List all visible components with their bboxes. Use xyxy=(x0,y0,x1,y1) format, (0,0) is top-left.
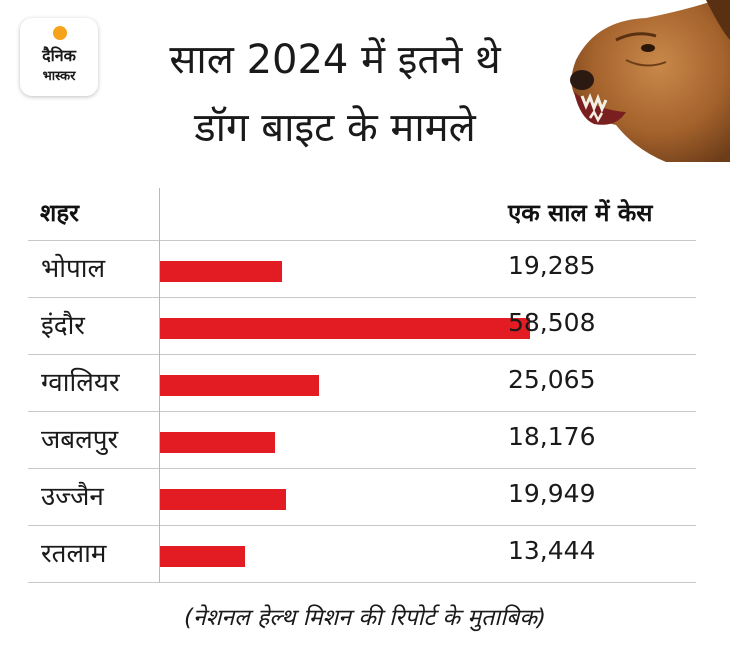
dog-photo xyxy=(556,0,730,162)
bar xyxy=(160,432,275,453)
logo-sun-icon xyxy=(53,26,67,40)
dog-illustration xyxy=(570,0,730,162)
city-label: उज्जैन xyxy=(41,482,104,512)
source-note: (नेशनल हेल्थ मिशन की रिपोर्ट के मुताबिक) xyxy=(184,605,546,631)
case-count: 25,065 xyxy=(508,365,596,394)
table-row: भोपाल 19,285 xyxy=(28,240,696,298)
table-row: जबलपुर 18,176 xyxy=(28,411,696,469)
title-line2: डॉग बाइट के मामले xyxy=(194,105,476,151)
logo-text-line2: भास्कर xyxy=(42,69,76,84)
bar xyxy=(160,489,286,510)
column-header-city: शहर xyxy=(40,199,79,227)
table-row: ग्वालियर 25,065 xyxy=(28,354,696,412)
bar xyxy=(160,261,282,282)
bar xyxy=(160,546,245,567)
city-label: रतलाम xyxy=(41,539,107,569)
case-count: 19,285 xyxy=(508,251,596,280)
dainik-bhaskar-logo: दैनिक भास्कर xyxy=(20,18,98,96)
title-line1: साल 2024 में इतने थे xyxy=(169,37,501,83)
city-label: इंदौर xyxy=(41,311,85,341)
column-header-cases: एक साल में केस xyxy=(508,199,653,227)
table-row: रतलाम 13,444 xyxy=(28,525,696,583)
logo-text-line1: दैनिक xyxy=(42,46,76,65)
city-label: ग्वालियर xyxy=(41,368,120,398)
case-count: 58,508 xyxy=(508,308,596,337)
case-count: 19,949 xyxy=(508,479,596,508)
table-row: इंदौर 58,508 xyxy=(28,297,696,355)
table-row: उज्जैन 19,949 xyxy=(28,468,696,526)
bar xyxy=(160,318,530,339)
city-label: जबलपुर xyxy=(41,425,119,455)
chart-axis-line xyxy=(159,188,160,583)
case-count: 18,176 xyxy=(508,422,596,451)
chart-bottom-line xyxy=(28,582,696,583)
city-label: भोपाल xyxy=(41,254,106,284)
case-count: 13,444 xyxy=(508,536,596,565)
bar xyxy=(160,375,319,396)
